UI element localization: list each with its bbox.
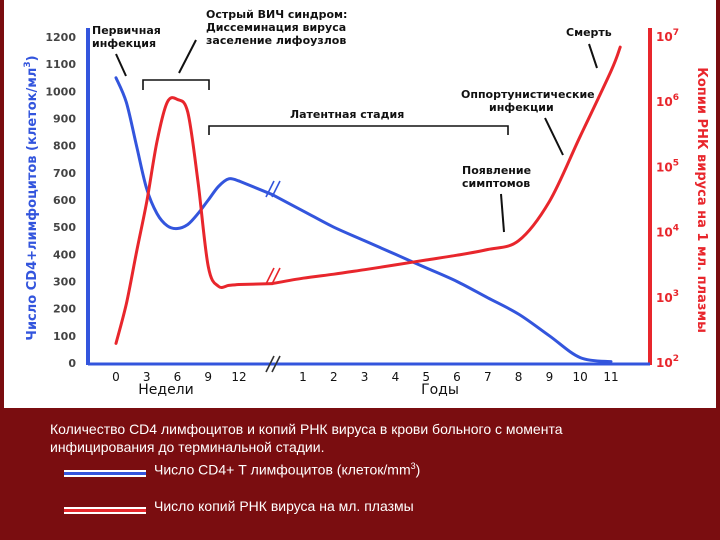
right-tick-label: 107 bbox=[656, 28, 679, 44]
right-axis-title: Копии РНК вируса на 1 мл. плазмы bbox=[694, 67, 709, 333]
chart-panel: 0 100 200 300 400 500 600 700 800 900 1000 1100 1200… bbox=[4, 0, 716, 408]
hiv-progression-chart: 0100200300400500600700800900100011001200… bbox=[23, 8, 709, 398]
figure-caption: Количество CD4 лимфоцитов и копий РНК ви… bbox=[50, 420, 690, 456]
annotation-death: Смерть bbox=[566, 26, 612, 39]
symptoms-pointer bbox=[500, 193, 505, 233]
right-tick-label: 105 bbox=[656, 158, 679, 174]
annotation-acute-syndrome: Острый ВИЧ синдром: Диссеминация вируса … bbox=[206, 8, 351, 47]
x-tick-years: 10 bbox=[573, 370, 588, 384]
legend-cd4-label: Число CD4+ Т лимфоцитов (клеток/mm3) bbox=[154, 461, 421, 478]
annotation-opportunistic-infections: Оппортунистические инфекции bbox=[461, 88, 598, 114]
x-tick-years: 6 bbox=[453, 370, 461, 384]
rna-curve-years bbox=[270, 45, 622, 286]
latent-stage-bracket bbox=[208, 125, 509, 135]
caption-line-2: инфицирования до терминальной стадии. bbox=[50, 439, 325, 455]
left-tick-label: 700 bbox=[53, 167, 76, 180]
x-tick-weeks: 0 bbox=[112, 370, 120, 384]
x-tick-weeks: 3 bbox=[143, 370, 151, 384]
x-tick-weeks: 6 bbox=[174, 370, 182, 384]
opportunistic-infections-pointer bbox=[544, 117, 564, 156]
right-tick-label: 104 bbox=[656, 224, 679, 240]
left-tick-label: 800 bbox=[53, 140, 76, 153]
annotation-latent-stage: Латентная стадия bbox=[290, 108, 404, 121]
right-tick-label: 102 bbox=[656, 354, 679, 370]
x-tick-years: 7 bbox=[484, 370, 492, 384]
left-tick-label: 100 bbox=[53, 330, 76, 343]
x-tick-weeks: 12 bbox=[231, 370, 246, 384]
rna-curve-break bbox=[265, 267, 281, 285]
right-tick-label: 103 bbox=[656, 289, 679, 305]
x-tick-weeks: 9 bbox=[204, 370, 212, 384]
x-tick-years: 11 bbox=[603, 370, 618, 384]
x-tick-years: 8 bbox=[515, 370, 523, 384]
cd4-curve-years bbox=[270, 193, 613, 364]
annotation-symptoms: Появление симптомов bbox=[462, 164, 535, 190]
x-axis-years-label: Годы bbox=[421, 382, 459, 398]
annotation-primary-infection: Первичная инфекция bbox=[92, 24, 165, 50]
left-tick-label: 900 bbox=[53, 113, 76, 126]
left-tick-label: 1100 bbox=[45, 58, 76, 71]
left-tick-label: 200 bbox=[53, 303, 76, 316]
x-tick-years: 9 bbox=[546, 370, 554, 384]
left-tick-label: 1000 bbox=[45, 85, 76, 98]
rna-curve-weeks bbox=[114, 96, 241, 345]
cd4-curve-weeks bbox=[114, 76, 241, 231]
legend-rna-swatch bbox=[64, 507, 146, 514]
x-tick-years: 4 bbox=[392, 370, 400, 384]
caption-line-1: Количество CD4 лимфоцитов и копий РНК ви… bbox=[50, 421, 563, 437]
left-tick-label: 500 bbox=[53, 221, 76, 234]
rna-curve-connector bbox=[238, 282, 273, 286]
x-axis-break bbox=[265, 355, 281, 373]
acute-syndrome-pointer bbox=[178, 39, 197, 74]
legend-rna-label: Число копий РНК вируса на мл. плазмы bbox=[154, 498, 414, 514]
x-tick-years: 3 bbox=[361, 370, 369, 384]
death-pointer bbox=[588, 43, 598, 69]
cd4-curve-connector bbox=[238, 179, 273, 196]
acute-phase-bracket bbox=[142, 79, 210, 90]
legend-cd4-swatch bbox=[64, 470, 146, 477]
x-axis-weeks-label: Недели bbox=[138, 382, 193, 398]
right-tick-label: 106 bbox=[656, 93, 679, 109]
left-axis-title: Число CD4+лимфоцитов (клеток/мл3) bbox=[23, 55, 40, 340]
left-tick-label: 400 bbox=[53, 248, 76, 261]
primary-infection-pointer bbox=[115, 53, 127, 77]
left-tick-label: 300 bbox=[53, 276, 76, 289]
x-tick-years: 5 bbox=[422, 370, 430, 384]
left-tick-label: 0 bbox=[68, 357, 76, 370]
left-tick-label: 600 bbox=[53, 194, 76, 207]
left-tick-label: 1200 bbox=[45, 31, 76, 44]
x-tick-years: 1 bbox=[299, 370, 307, 384]
x-tick-years: 2 bbox=[330, 370, 338, 384]
